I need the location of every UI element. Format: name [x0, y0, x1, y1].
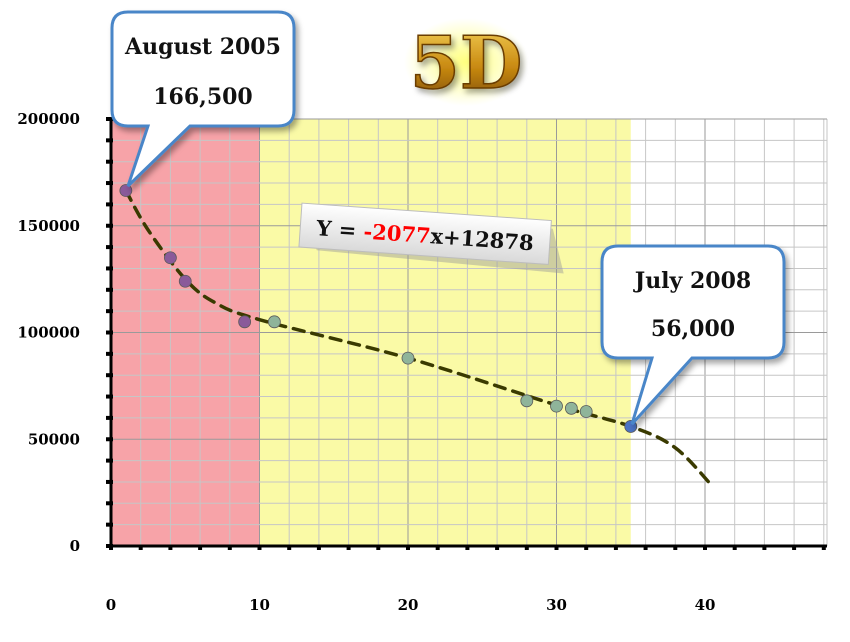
axes — [106, 117, 827, 550]
y-tick-mark — [106, 117, 113, 121]
y-tick-label-150000: 150000 — [17, 217, 80, 235]
y-tick-mark — [106, 373, 113, 378]
y-tick-mark — [106, 351, 113, 356]
start-callout-date: August 2005 — [124, 34, 281, 60]
start-callout: August 2005 166,500 — [110, 10, 296, 188]
y-tick-mark — [106, 202, 113, 207]
data-point-8 — [550, 399, 563, 413]
y-tick-mark — [106, 266, 113, 271]
y-tick-mark — [106, 522, 113, 527]
end-callout-bubble — [600, 244, 786, 426]
y-tick-mark — [106, 287, 113, 292]
x-tick-mark — [227, 545, 232, 550]
y-tick-label-200000: 200000 — [17, 110, 80, 128]
start-callout-value: 166,500 — [153, 84, 253, 110]
x-tick-mark — [821, 545, 826, 550]
data-point-10 — [579, 405, 593, 418]
x-tick-label-10: 10 — [249, 596, 270, 614]
x-tick-mark — [613, 545, 618, 550]
x-tick-mark — [287, 545, 292, 550]
x-tick-mark — [168, 545, 173, 550]
end-callout-value: 56,000 — [651, 316, 735, 342]
equation-plaque: Y = -2077x+12878 — [298, 202, 564, 274]
y-tick-mark — [106, 223, 113, 228]
x-tick-label-40: 40 — [695, 596, 716, 614]
data-point-5 — [267, 315, 281, 329]
equation-slope: -2077 — [363, 219, 432, 249]
equation-plaque-face — [298, 202, 552, 265]
x-tick-mark — [198, 545, 203, 550]
y-tick-mark — [106, 245, 113, 250]
equation-prefix: Y = — [315, 215, 365, 243]
data-point-4 — [238, 315, 252, 329]
chart-title: 5D — [410, 20, 523, 105]
data-point-2 — [163, 251, 177, 265]
y-tick-mark — [106, 181, 113, 186]
x-tick-mark — [673, 545, 678, 550]
x-tick-mark — [732, 545, 737, 550]
start-callout-bubble — [110, 10, 296, 188]
data-point-1 — [119, 184, 133, 197]
y-tick-mark — [106, 309, 113, 314]
y-tick-mark — [106, 159, 113, 164]
x-tick-label-30: 30 — [546, 596, 567, 614]
x-tick-mark — [465, 545, 470, 550]
y-tick-mark — [106, 458, 113, 463]
data-point-3 — [178, 274, 192, 288]
x-tick-mark — [524, 545, 529, 550]
x-tick-mark — [376, 545, 381, 550]
trendline-group — [124, 188, 715, 488]
chart-title-group: 5D — [404, 18, 528, 106]
y-tick-label-0: 0 — [70, 537, 80, 555]
trendline — [124, 188, 715, 488]
x-tick-mark — [554, 545, 559, 550]
y-tick-mark — [106, 544, 113, 548]
x-tick-mark — [643, 545, 648, 550]
data-point-9 — [564, 401, 578, 415]
x-tick-mark — [346, 545, 351, 550]
title-glow — [404, 18, 528, 106]
x-tick-label-20: 20 — [398, 596, 419, 614]
x-tick-mark — [316, 545, 321, 550]
x-tick-mark — [703, 545, 707, 550]
data-points — [119, 184, 638, 433]
y-tick-label-50000: 50000 — [28, 430, 80, 448]
x-tick-mark — [792, 545, 797, 550]
x-tick-mark — [435, 545, 440, 550]
x-tick-mark — [584, 545, 589, 550]
y-tick-mark — [106, 415, 113, 420]
y-tick-mark — [106, 394, 113, 399]
y-tick-mark — [106, 138, 113, 143]
data-point-6 — [401, 351, 415, 365]
x-tick-mark — [406, 545, 410, 550]
x-tick-mark — [762, 545, 767, 550]
y-tick-label-100000: 100000 — [17, 324, 80, 342]
end-callout-date: July 2008 — [633, 268, 751, 294]
tick-labels: 0 10 20 30 40 0 50000 100000 150000 200000 — [17, 110, 715, 614]
y-tick-mark — [106, 479, 113, 484]
y-tick-mark — [106, 501, 113, 506]
x-tick-mark — [138, 545, 143, 550]
end-callout: July 2008 56,000 — [600, 244, 786, 426]
y-tick-mark — [106, 330, 113, 335]
x-tick-mark — [257, 545, 262, 550]
y-tick-mark — [106, 437, 113, 442]
data-point-7 — [520, 394, 534, 408]
x-tick-mark — [495, 545, 500, 550]
x-tick-label-0: 0 — [106, 596, 116, 614]
